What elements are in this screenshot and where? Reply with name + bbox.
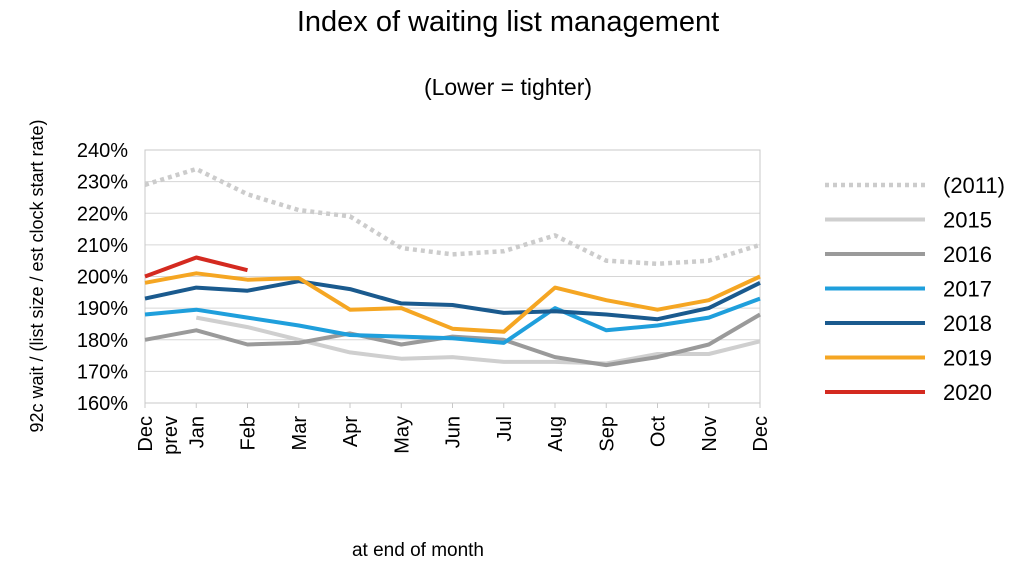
x-tick-label: Nov [699,416,721,452]
x-tick-label: Aug [545,416,567,452]
x-tick-label: Oct [648,416,670,448]
x-tick-label: Dec [750,416,772,452]
legend-label: (2011) [943,173,1005,198]
y-tick-label: 230% [77,172,128,194]
y-tick-label: 180% [77,330,128,352]
x-tick-label: Apr [340,416,362,447]
legend-label: 2015 [943,208,992,233]
series-line-2018 [144,279,761,322]
x-axis-ticks: Dec prev Jan Feb Mar Apr May Jun Jul Aug Sep Oct Nov… [135,403,772,455]
y-tick-label: 170% [77,361,128,383]
x-tick-label: Mar [289,416,311,451]
y-tick-label: 200% [77,267,128,289]
y-tick-label: 210% [77,235,128,257]
x-axis-label: at end of month [352,540,484,561]
chart-title: Index of waiting list management [296,6,720,38]
x-tick-label: prev [160,416,182,455]
series-line-2020 [144,255,248,279]
y-tick-label: 190% [77,298,128,320]
x-tick-label: Jan [186,416,208,448]
x-tick-label: Jul [494,416,516,442]
x-tick-label: Jun [443,416,465,448]
series-line-2017 [144,296,761,345]
legend-label: 2020 [943,380,992,405]
legend-label: 2018 [943,311,992,336]
y-axis-label: 92c wait / (list size / est clock start … [27,119,47,432]
legend: (2011) 2015 2016 2017 2018 2019 2020 [825,173,1005,405]
y-tick-label: 160% [77,393,128,415]
legend-label: 2016 [943,242,992,267]
x-tick-label: Dec [135,416,157,452]
x-tick-label: Feb [238,416,260,450]
y-tick-label: 220% [77,203,128,225]
x-tick-label: Sep [596,416,618,452]
series-line-2011 [144,166,761,267]
chart-subtitle: (Lower = tighter) [423,74,593,100]
legend-label: 2019 [943,346,992,371]
x-tick-label: May [391,416,413,454]
series-lines [144,166,762,368]
series-line-2019 [144,271,761,334]
legend-label: 2017 [943,277,992,302]
y-tick-label: 240% [77,140,128,162]
y-axis-ticks: 160% 170% 180% 190% 200% 210% 220% 230% 240% [77,140,128,415]
